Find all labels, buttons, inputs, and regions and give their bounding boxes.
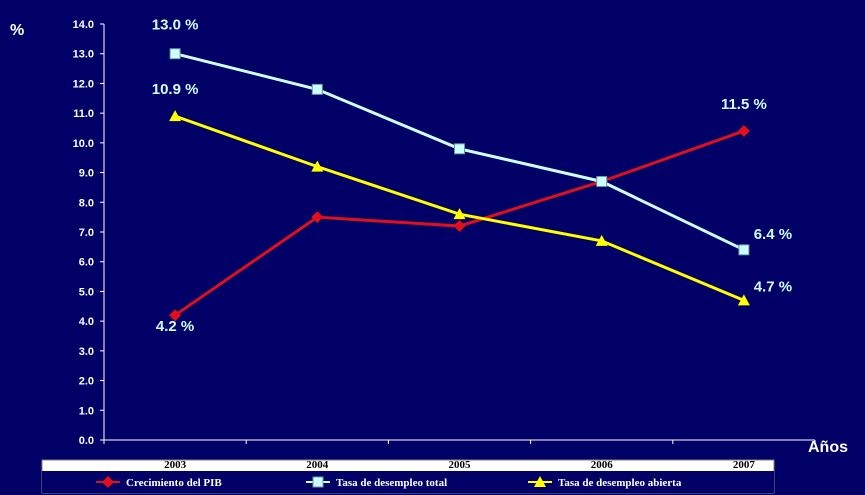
y-tick-label: 6.0 <box>79 257 94 269</box>
legend-label: Crecimiento del PIB <box>126 477 222 489</box>
series-group <box>169 110 750 305</box>
y-tick-label: 14.0 <box>73 19 94 31</box>
data-point <box>169 110 181 121</box>
legend-label: Tasa de desempleo abierta <box>558 477 682 489</box>
y-tick-label: 11.0 <box>73 108 94 120</box>
data-point <box>455 144 465 154</box>
y-tick-label: 4.0 <box>79 316 94 328</box>
x-axis-title: Años <box>808 439 848 456</box>
data-point <box>454 220 466 232</box>
x-tick-label: 2005 <box>449 459 472 471</box>
y-tick-label: 9.0 <box>79 168 94 180</box>
y-tick-label: 3.0 <box>79 346 94 358</box>
y-tick-label: 5.0 <box>79 286 94 298</box>
x-tick-label: 2003 <box>164 459 187 471</box>
data-label: 10.9 % <box>152 81 199 98</box>
legend-label: Tasa de desempleo total <box>336 477 447 489</box>
chart-series <box>169 49 750 321</box>
data-label: 4.7 % <box>754 278 792 295</box>
y-tick-label: 13.0 <box>73 49 94 61</box>
data-label: 4.2 % <box>156 318 194 335</box>
y-tick-labels: 0.0 1.0 2.0 3.0 4.0 5.0 6.0 7.0 8.0 9.0 10.0 11.0 12… <box>73 19 94 447</box>
legend: 2003 2004 2005 2006 2007 Crecimiento del PIB T… <box>42 459 774 493</box>
y-tick-label: 10.0 <box>73 138 94 150</box>
data-labels: 13.0 % 10.9 % 4.2 % 11.5 % 6.4 % 4.7 % <box>152 17 792 335</box>
data-point <box>312 84 322 94</box>
y-tick-label: 12.0 <box>73 78 94 90</box>
data-label: 13.0 % <box>152 17 199 34</box>
y-tick-label: 0.0 <box>79 435 94 447</box>
y-tick-label: 1.0 <box>79 405 94 417</box>
y-axis-title: % <box>10 22 24 39</box>
legend-marker <box>313 477 323 487</box>
x-tick-label: 2007 <box>733 459 756 471</box>
y-tick-label: 2.0 <box>79 376 94 388</box>
data-label: 11.5 % <box>721 96 767 113</box>
y-tick-label: 8.0 <box>79 197 94 209</box>
data-label: 6.4 % <box>754 226 792 243</box>
y-tick-label: 7.0 <box>79 227 94 239</box>
data-point <box>739 245 749 255</box>
data-point <box>738 125 750 137</box>
data-point <box>597 176 607 186</box>
x-tick-label: 2004 <box>306 459 329 471</box>
data-point <box>170 49 180 59</box>
series-group <box>169 125 750 321</box>
x-tick-label: 2006 <box>591 459 614 471</box>
